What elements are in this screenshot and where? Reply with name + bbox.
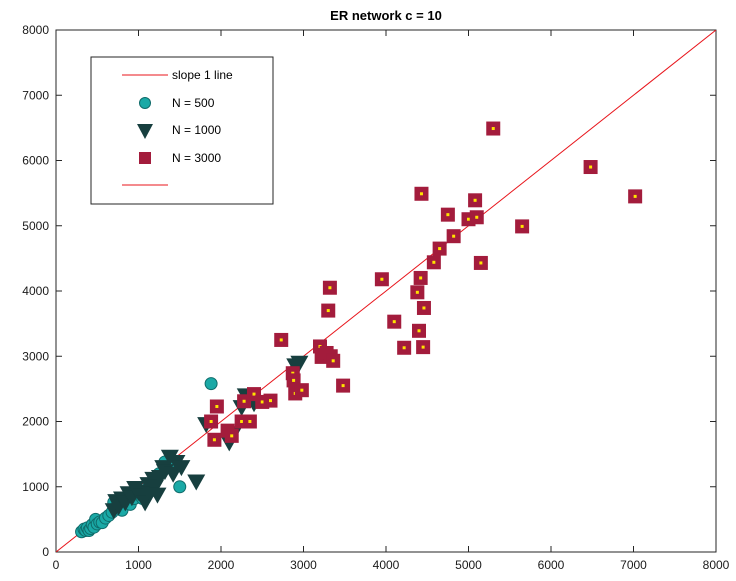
y-tick-label: 4000 <box>22 284 49 298</box>
y-tick-label: 1000 <box>22 480 49 494</box>
n3000-point-center <box>328 286 332 290</box>
n3000-point-center <box>421 345 425 349</box>
legend-n3000-label: N = 3000 <box>172 151 221 165</box>
n3000-point-center <box>279 338 283 342</box>
n3000-point-center <box>212 438 216 442</box>
y-tick-label: 7000 <box>22 88 49 102</box>
x-tick-label: 3000 <box>290 558 317 572</box>
n3000-point-center <box>438 247 442 251</box>
x-tick-label: 6000 <box>538 558 565 572</box>
n3000-point-center <box>452 234 456 238</box>
y-tick-label: 8000 <box>22 23 49 37</box>
n3000-point-center <box>380 277 384 281</box>
legend-n3000-square-marker <box>139 152 151 164</box>
n1000-point <box>172 460 191 477</box>
y-tick-label: 5000 <box>22 219 49 233</box>
x-tick-label: 2000 <box>208 558 235 572</box>
legend-n500-label: N = 500 <box>172 96 215 110</box>
n3000-point-center <box>467 217 470 221</box>
n3000-point-center <box>331 359 335 363</box>
n3000-point-center <box>475 215 479 219</box>
legend-n1000-label: N = 1000 <box>172 123 221 137</box>
n3000-point-center <box>520 224 524 228</box>
y-tick-label: 6000 <box>22 154 49 168</box>
n3000-point-center <box>230 434 234 438</box>
n3000-point-center <box>292 378 296 382</box>
n500-point <box>204 377 218 391</box>
n3000-point-center <box>402 346 406 350</box>
y-tick-label: 3000 <box>22 349 49 363</box>
legend: slope 1 line N = 500 N = 1000 N = 3000 <box>90 56 274 205</box>
x-tick-label: 4000 <box>373 558 400 572</box>
n3000-point-center <box>215 404 219 408</box>
x-tick-label: 7000 <box>620 558 647 572</box>
n500-point <box>173 480 187 494</box>
x-axis-tick-labels: 0 1000 2000 3000 4000 5000 6000 7000 8000 <box>53 558 730 572</box>
n3000-point-center <box>209 420 213 423</box>
y-axis-tick-labels: 0 1000 2000 3000 4000 5000 6000 7000 8000 <box>22 23 49 559</box>
x-tick-label: 5000 <box>455 558 482 572</box>
legend-slope-line-label: slope 1 line <box>172 68 233 82</box>
n3000-point-center <box>589 165 593 169</box>
n3000-point-center <box>446 213 450 217</box>
chart-title: ER network c = 10 <box>330 8 442 23</box>
n3000-point-center <box>252 392 256 396</box>
x-tick-label: 8000 <box>703 558 730 572</box>
n3000-point-center <box>269 399 272 403</box>
n3000-point-center <box>242 399 246 403</box>
n3000-point-center <box>432 260 436 264</box>
n3000-point-center <box>341 384 345 388</box>
legend-n500-circle-marker <box>139 97 151 109</box>
n3000-point-center <box>260 400 264 404</box>
x-tick-label: 1000 <box>125 558 152 572</box>
data-points <box>75 121 643 539</box>
n3000-point-center <box>240 420 244 423</box>
n3000-point-center <box>248 420 252 423</box>
n3000-point-center <box>417 329 421 333</box>
n3000-point-center <box>479 261 483 265</box>
axis-ticks <box>55 29 717 553</box>
legend-n1000-triangle-marker <box>137 124 153 139</box>
n3000-point-center <box>300 388 304 392</box>
n3000-point-center <box>419 276 423 280</box>
n1000-point <box>187 474 206 491</box>
n1000-point <box>148 487 167 504</box>
n3000-point-center <box>422 306 426 310</box>
n3000-point-center <box>491 127 495 131</box>
n1000-point <box>290 355 309 372</box>
y-tick-label: 0 <box>42 545 49 559</box>
n3000-point-center <box>291 371 295 375</box>
n3000-point-center <box>419 192 423 196</box>
n3000-point-center <box>326 309 330 313</box>
n3000-point-center <box>392 320 396 324</box>
legend-box <box>90 56 274 205</box>
n3000-point-center <box>633 194 637 198</box>
x-tick-label: 0 <box>53 558 60 572</box>
n3000-point-center <box>473 198 477 202</box>
n1000-point <box>164 466 183 483</box>
n3000-point-center <box>415 290 419 294</box>
y-tick-label: 2000 <box>22 415 49 429</box>
